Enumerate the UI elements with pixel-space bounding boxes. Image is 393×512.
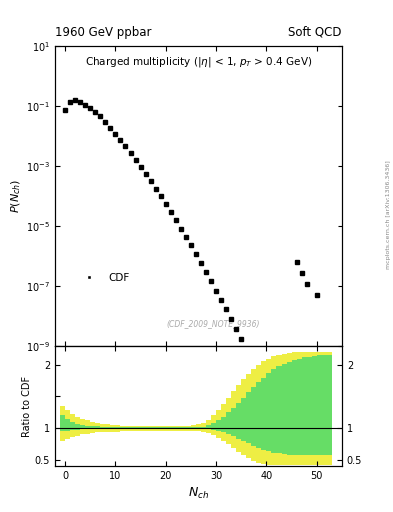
CDF bbox=[138, 164, 143, 170]
CDF bbox=[113, 131, 118, 137]
CDF bbox=[128, 150, 133, 156]
CDF bbox=[224, 306, 228, 312]
Y-axis label: Ratio to CDF: Ratio to CDF bbox=[22, 375, 32, 437]
CDF bbox=[163, 201, 168, 207]
CDF bbox=[178, 225, 183, 231]
CDF bbox=[148, 178, 153, 184]
CDF bbox=[78, 99, 83, 105]
CDF bbox=[254, 368, 259, 374]
CDF bbox=[274, 414, 279, 420]
Text: mcplots.cern.ch [arXiv:1306.3436]: mcplots.cern.ch [arXiv:1306.3436] bbox=[386, 161, 391, 269]
CDF bbox=[63, 106, 68, 113]
CDF bbox=[118, 137, 123, 143]
CDF bbox=[204, 269, 208, 275]
CDF bbox=[93, 109, 97, 115]
CDF bbox=[198, 260, 203, 266]
CDF bbox=[219, 297, 224, 303]
CDF bbox=[259, 379, 264, 385]
CDF bbox=[143, 170, 148, 177]
Text: (CDF_2009_NOTE_9936): (CDF_2009_NOTE_9936) bbox=[166, 319, 259, 328]
CDF bbox=[153, 186, 158, 192]
CDF bbox=[214, 288, 219, 294]
CDF bbox=[103, 119, 108, 125]
CDF bbox=[184, 234, 188, 240]
Line: CDF: CDF bbox=[62, 98, 294, 459]
CDF bbox=[279, 426, 284, 433]
CDF bbox=[169, 209, 173, 215]
CDF bbox=[194, 251, 198, 257]
CDF bbox=[108, 124, 113, 131]
Legend: CDF: CDF bbox=[75, 268, 133, 287]
CDF bbox=[234, 326, 239, 332]
CDF bbox=[158, 193, 163, 199]
CDF bbox=[239, 336, 244, 343]
Y-axis label: $P(N_{ch})$: $P(N_{ch})$ bbox=[10, 179, 24, 213]
CDF bbox=[173, 217, 178, 223]
CDF bbox=[284, 440, 289, 446]
CDF bbox=[123, 143, 128, 150]
CDF bbox=[269, 402, 274, 409]
CDF bbox=[229, 316, 233, 322]
CDF bbox=[289, 454, 294, 460]
CDF bbox=[83, 102, 88, 108]
CDF bbox=[68, 99, 72, 105]
CDF bbox=[244, 347, 249, 353]
Text: Charged multiplicity ($|\eta|$ < 1, $p_T$ > 0.4 GeV): Charged multiplicity ($|\eta|$ < 1, $p_T… bbox=[85, 55, 312, 69]
CDF bbox=[88, 105, 93, 111]
X-axis label: $N_{ch}$: $N_{ch}$ bbox=[188, 486, 209, 501]
CDF bbox=[209, 278, 213, 284]
CDF bbox=[189, 242, 193, 248]
CDF bbox=[73, 97, 77, 103]
CDF bbox=[249, 357, 253, 364]
CDF bbox=[264, 391, 269, 397]
Text: Soft QCD: Soft QCD bbox=[288, 26, 342, 39]
CDF bbox=[98, 113, 103, 119]
CDF bbox=[133, 157, 138, 163]
Text: 1960 GeV ppbar: 1960 GeV ppbar bbox=[55, 26, 152, 39]
